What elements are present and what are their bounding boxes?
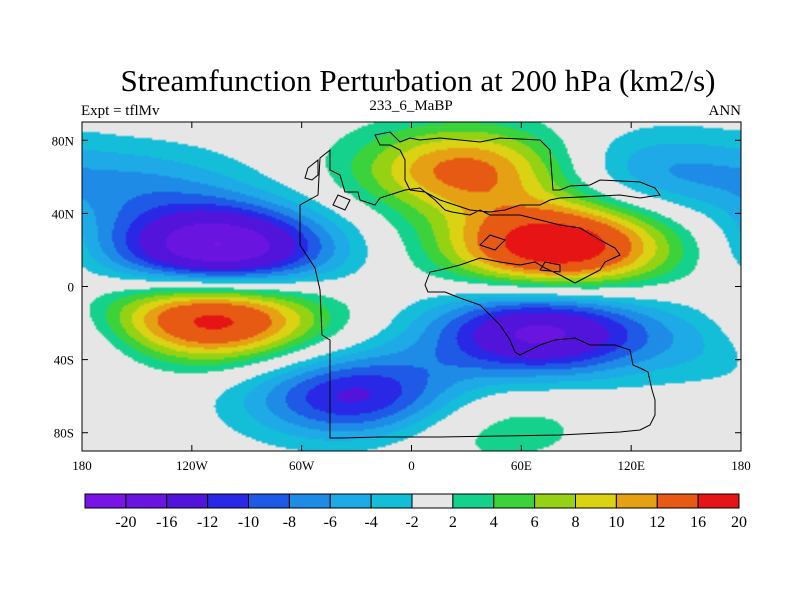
colorbar-swatch xyxy=(248,493,290,509)
x-axis: 180 120W 60W 0 60E 120E 180 xyxy=(72,122,751,473)
x-tick-label: 60E xyxy=(511,458,532,473)
y-axis: 80N 40N 0 40S 80S xyxy=(52,133,741,441)
center-string: 233_6_MaBP xyxy=(369,98,452,114)
colorbar-swatch xyxy=(411,493,454,509)
colorbar-swatch xyxy=(166,493,209,509)
colorbar-swatch xyxy=(329,493,372,509)
y-tick-label: 0 xyxy=(68,280,75,295)
colorbar-label: -6 xyxy=(324,514,337,531)
chart-title: Streamfunction Perturbation at 200 hPa (… xyxy=(121,63,716,98)
colorbar-label: 4 xyxy=(490,514,498,531)
colorbar-swatch xyxy=(534,493,576,509)
colorbar-swatch xyxy=(697,493,740,509)
colorbar-swatch xyxy=(288,493,331,509)
colorbar-label: 2 xyxy=(449,514,457,531)
colorbar-swatch xyxy=(370,493,413,509)
colorbar-label: 20 xyxy=(731,514,747,531)
colorbar-label: 6 xyxy=(531,514,539,531)
colorbar-label: 10 xyxy=(608,514,624,531)
colorbar-label: -16 xyxy=(156,514,177,531)
colorbar-label: -10 xyxy=(238,514,259,531)
colorbar-label: -4 xyxy=(364,514,377,531)
y-tick-label: 80S xyxy=(54,426,74,441)
colorbar: -20 -16 -12 -10 -8 -6 -4 -2 2 4 6 8 10 12 16 20 xyxy=(84,493,747,531)
colorbar-label: -12 xyxy=(197,514,218,531)
colorbar-swatch xyxy=(615,493,658,509)
colorbar-label: 12 xyxy=(649,514,665,531)
y-tick-label: 40N xyxy=(52,206,75,221)
colorbar-swatch xyxy=(493,493,536,509)
y-tick-label: 80N xyxy=(52,133,75,148)
colorbar-label: -20 xyxy=(115,514,136,531)
colorbar-label: 8 xyxy=(572,514,580,531)
colorbar-label: -8 xyxy=(283,514,296,531)
x-tick-label: 180 xyxy=(731,458,751,473)
x-tick-label: 0 xyxy=(408,458,415,473)
colorbar-swatch xyxy=(207,493,249,509)
y-tick-label: 40S xyxy=(54,353,74,368)
x-tick-label: 120E xyxy=(617,458,645,473)
colorbar-swatch xyxy=(575,493,617,509)
x-tick-label: 180 xyxy=(72,458,92,473)
coastline xyxy=(299,131,661,439)
colorbar-label: -2 xyxy=(405,514,418,531)
colorbar-swatch xyxy=(84,493,127,509)
colorbar-swatch xyxy=(452,493,495,509)
x-tick-label: 120W xyxy=(176,458,209,473)
colorbar-swatch xyxy=(656,493,699,509)
colorbar-label: 16 xyxy=(690,514,706,531)
plot-area xyxy=(81,121,742,452)
colorbar-swatch xyxy=(125,493,168,509)
right-string: ANN xyxy=(709,103,742,119)
streamfunction-field xyxy=(82,122,741,451)
left-string: Expt = tflMv xyxy=(81,103,160,119)
x-tick-label: 60W xyxy=(289,458,315,473)
